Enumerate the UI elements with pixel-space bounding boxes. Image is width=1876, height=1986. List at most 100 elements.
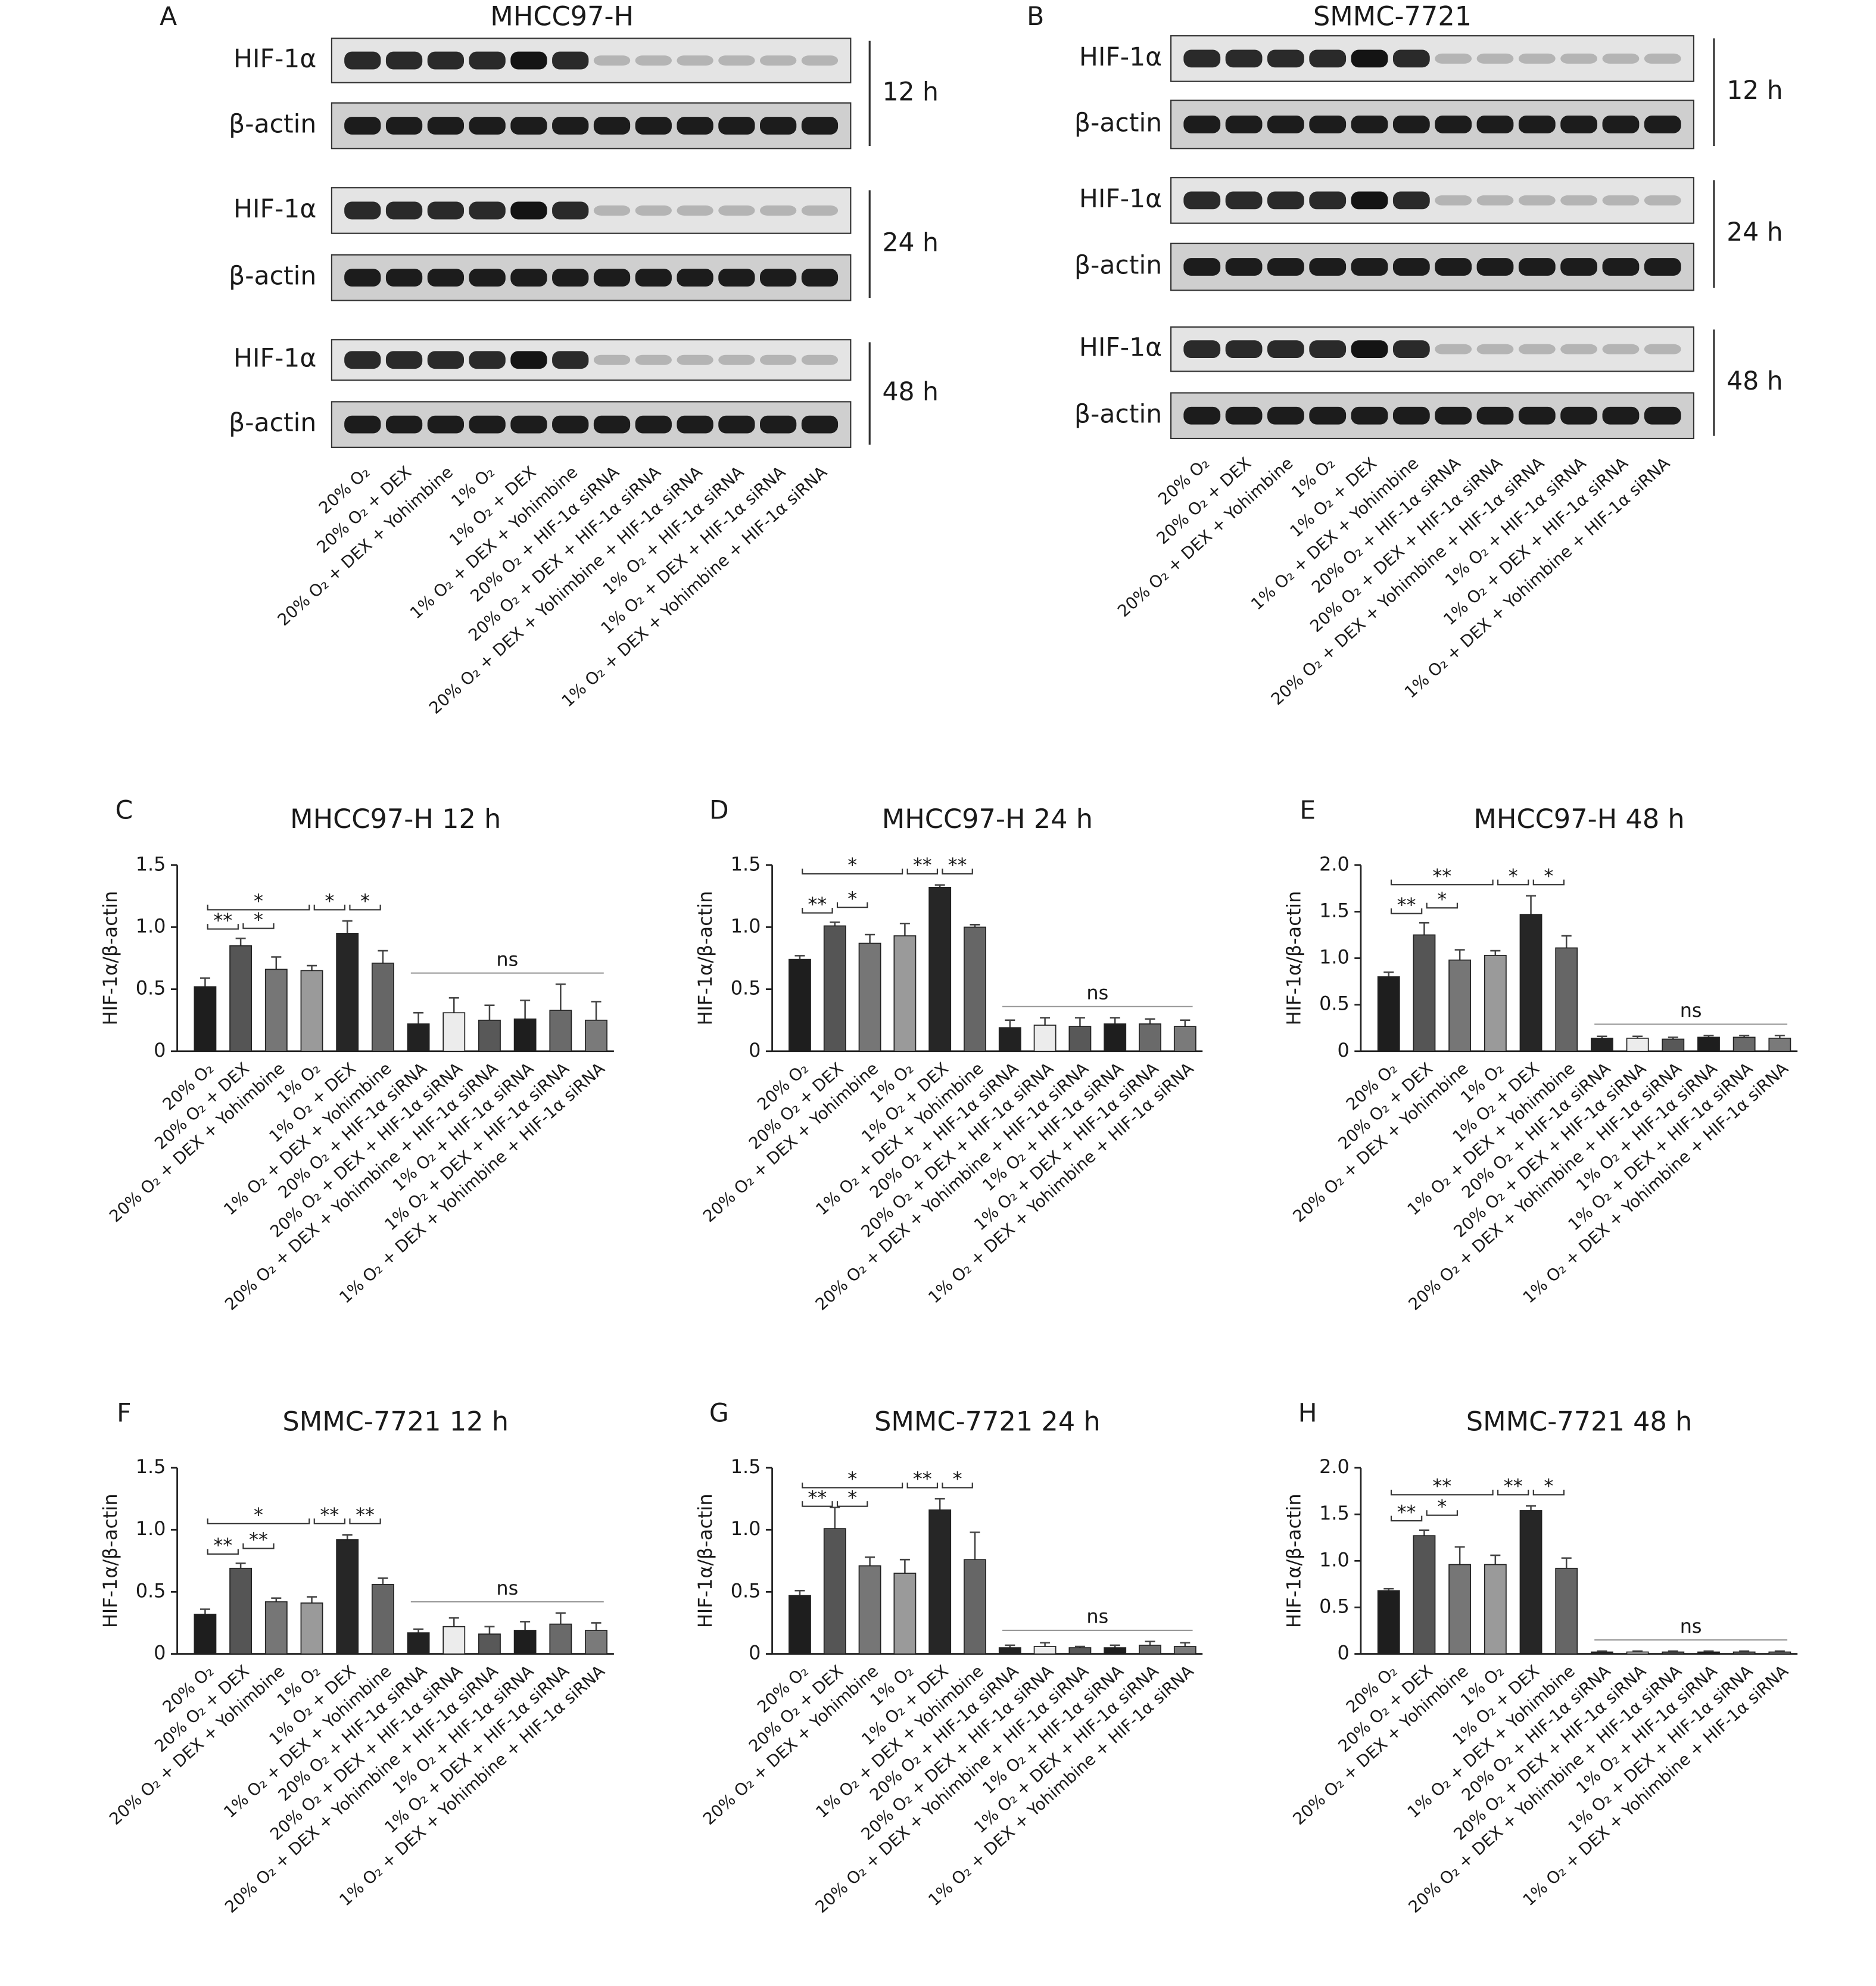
sig-label: *	[325, 890, 334, 913]
bar	[1484, 1564, 1507, 1655]
blot-band	[1309, 258, 1347, 276]
bar	[893, 935, 917, 1052]
sig-label: *	[254, 908, 263, 931]
sig-label: *	[360, 890, 370, 913]
blot-band	[1267, 340, 1304, 359]
bar	[1732, 1036, 1756, 1052]
blot-band	[760, 205, 797, 216]
blot-band	[1267, 191, 1304, 210]
sig-label: **	[913, 1468, 932, 1490]
blot-band	[1476, 195, 1514, 206]
blot-band	[760, 354, 797, 365]
blot-band	[1392, 191, 1430, 210]
y-tick-label: 1.0	[136, 914, 166, 937]
bar	[928, 1509, 952, 1655]
sig-bracket	[1390, 879, 1494, 886]
blot-band	[427, 51, 464, 70]
blot-band	[718, 354, 755, 365]
sig-label: *	[1544, 1475, 1553, 1498]
bar	[1448, 959, 1472, 1052]
bar	[1068, 1647, 1092, 1655]
blot-band	[1267, 406, 1304, 425]
bar	[442, 1012, 466, 1052]
sig-label: **	[320, 1503, 339, 1526]
sig-bracket	[802, 1482, 903, 1489]
blot-band	[1435, 116, 1472, 133]
blot-band	[1560, 195, 1598, 206]
blot-band	[1602, 406, 1640, 425]
sig-label: *	[1544, 864, 1553, 887]
bar	[928, 886, 952, 1052]
blot-band	[801, 205, 839, 216]
sig-bracket	[242, 1543, 275, 1549]
blot-title: MHCC97-H	[490, 1, 634, 32]
sig-bracket	[906, 1482, 939, 1489]
blot-band	[1351, 116, 1388, 133]
bar	[1448, 1564, 1472, 1655]
blot-band	[801, 55, 839, 66]
bar	[300, 970, 323, 1052]
y-tick-label: 0	[154, 1642, 166, 1664]
blot-band	[510, 51, 547, 70]
blot-band	[469, 269, 506, 287]
y-tick-label: 0.5	[136, 1579, 166, 1602]
chart-title: SMMC-7721 12 h	[282, 1406, 509, 1437]
bar	[858, 1565, 881, 1655]
y-axis-label: HIF-1α/β-actin	[1282, 891, 1305, 1026]
bar	[478, 1633, 501, 1655]
bar	[1590, 1038, 1613, 1052]
bar	[789, 1595, 811, 1655]
sig-bracket	[207, 924, 239, 930]
blot-band	[1435, 406, 1472, 425]
blot-band	[1351, 406, 1388, 425]
blot-band	[385, 51, 423, 70]
sig-bracket	[349, 904, 381, 911]
blot-band	[1225, 116, 1263, 133]
blot-row-label: β-actin	[1074, 108, 1162, 138]
y-tick-label: 1.0	[1319, 946, 1350, 969]
blot-band	[510, 201, 547, 220]
blot-band	[510, 415, 547, 434]
sig-bracket	[207, 1518, 310, 1524]
blot-band	[1351, 258, 1388, 276]
bar	[1555, 947, 1578, 1052]
blot-band	[385, 269, 423, 287]
blot-band	[1309, 116, 1347, 133]
bar	[998, 1647, 1021, 1655]
blot-band	[801, 117, 839, 135]
blot-band	[552, 351, 589, 369]
bar	[1768, 1651, 1791, 1655]
sig-bracket	[836, 1501, 868, 1507]
blot-band	[427, 351, 464, 369]
sig-bracket	[349, 1518, 381, 1524]
blot-band	[1476, 344, 1514, 354]
blot-band	[510, 269, 547, 287]
sig-label: **	[1397, 894, 1416, 916]
blot-band	[1518, 258, 1556, 276]
bar	[585, 1630, 607, 1655]
bar	[194, 1614, 217, 1655]
blot-band	[427, 415, 464, 434]
blot-band	[552, 51, 589, 70]
blot-band	[1560, 53, 1598, 64]
bar	[478, 1019, 501, 1052]
y-tick-label: 0	[154, 1039, 166, 1062]
blot-band	[552, 117, 589, 135]
time-label: 12 h	[1727, 76, 1783, 105]
blot-band	[677, 415, 713, 434]
blot-band	[1644, 258, 1681, 276]
blot-band	[1644, 53, 1681, 64]
blot-row-label: HIF-1α	[233, 344, 316, 373]
ns-label: ns	[1086, 982, 1108, 1004]
bar	[371, 1584, 394, 1655]
bar	[823, 925, 846, 1052]
time-label: 24 h	[1727, 218, 1783, 247]
y-tick-label: 1.5	[731, 1455, 761, 1478]
bar	[1768, 1038, 1791, 1052]
ns-label: ns	[1680, 999, 1702, 1022]
sig-label: *	[847, 1486, 857, 1509]
blot-band	[677, 117, 713, 135]
blot-band	[1392, 258, 1430, 276]
panel-letter: E	[1300, 796, 1316, 826]
